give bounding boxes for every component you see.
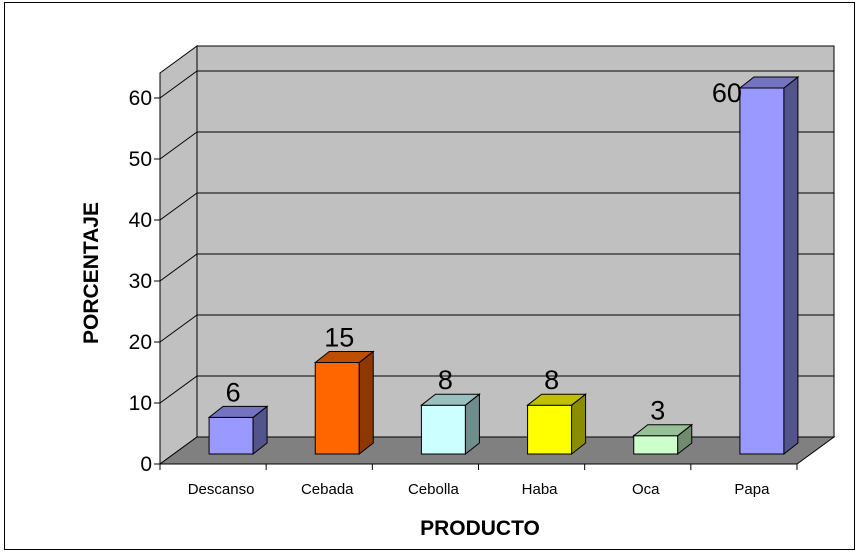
bar-cebolla [419,393,481,456]
x-axis-title: PRODUCTO [420,517,540,540]
x-category-label: Cebolla [408,481,460,498]
gridline-side [159,253,198,282]
data-label: 8 [438,365,453,395]
y-tick-label: 30 [129,270,152,293]
bar-top [313,351,375,363]
bar-front [527,404,573,455]
bars [207,75,800,456]
x-category-label: Descanso [188,481,255,498]
bar-oca [632,423,694,456]
bar-top [419,393,481,406]
bar-front [420,404,466,455]
bar-cebada [313,350,375,456]
bar-top [738,76,800,89]
y-tick-label: 0 [140,453,152,476]
x-category-label: Papa [734,481,770,498]
gridline-side [159,70,198,99]
gridline-side [159,192,198,221]
y-tick-label: 50 [129,148,152,171]
chart-frame: 6 15 8 8 3 60 0 10 20 30 40 50 60 Descanso Cebada Ceb… [4,2,855,550]
y-tick-label: 10 [129,392,152,415]
gridline-side [159,131,198,160]
y-tick-labels: 0 10 20 30 40 50 60 [129,87,152,476]
data-label: 8 [544,365,559,395]
y-tick-label: 20 [129,331,152,354]
bar-front [739,87,785,455]
bar-front [633,435,679,455]
x-category-labels: Descanso Cebada Cebolla Haba Oca Papa [188,481,770,498]
bar-papa [738,75,800,456]
chart-walls [158,45,836,465]
y-axis-title: PORCENTAJE [80,202,103,344]
bar-side [358,350,374,456]
bar-top [526,393,588,406]
data-label: 60 [712,78,742,108]
data-label: 3 [650,396,665,426]
bar-haba [526,393,588,456]
data-label: 6 [226,377,241,407]
y-tick-label: 60 [129,87,152,110]
y-axis [154,97,798,470]
bar-top [632,424,694,437]
x-category-label: Haba [522,481,559,498]
gridline-side [159,314,198,343]
bar-front [314,362,360,455]
y-tick-label: 40 [129,209,152,232]
x-category-label: Oca [632,481,660,498]
side-wall [159,45,198,465]
data-labels: 6 15 8 8 3 60 [226,78,742,426]
bar-chart: 6 15 8 8 3 60 0 10 20 30 40 50 60 Descanso Cebada Ceb… [80,45,836,540]
gridline-side [159,375,198,404]
bar-top [207,405,269,418]
bar-side [783,75,799,456]
data-label: 15 [324,323,354,353]
bar-front [208,416,254,455]
gridlines [159,70,834,404]
bar-descanso [207,405,269,456]
x-category-label: Cebada [301,481,354,498]
